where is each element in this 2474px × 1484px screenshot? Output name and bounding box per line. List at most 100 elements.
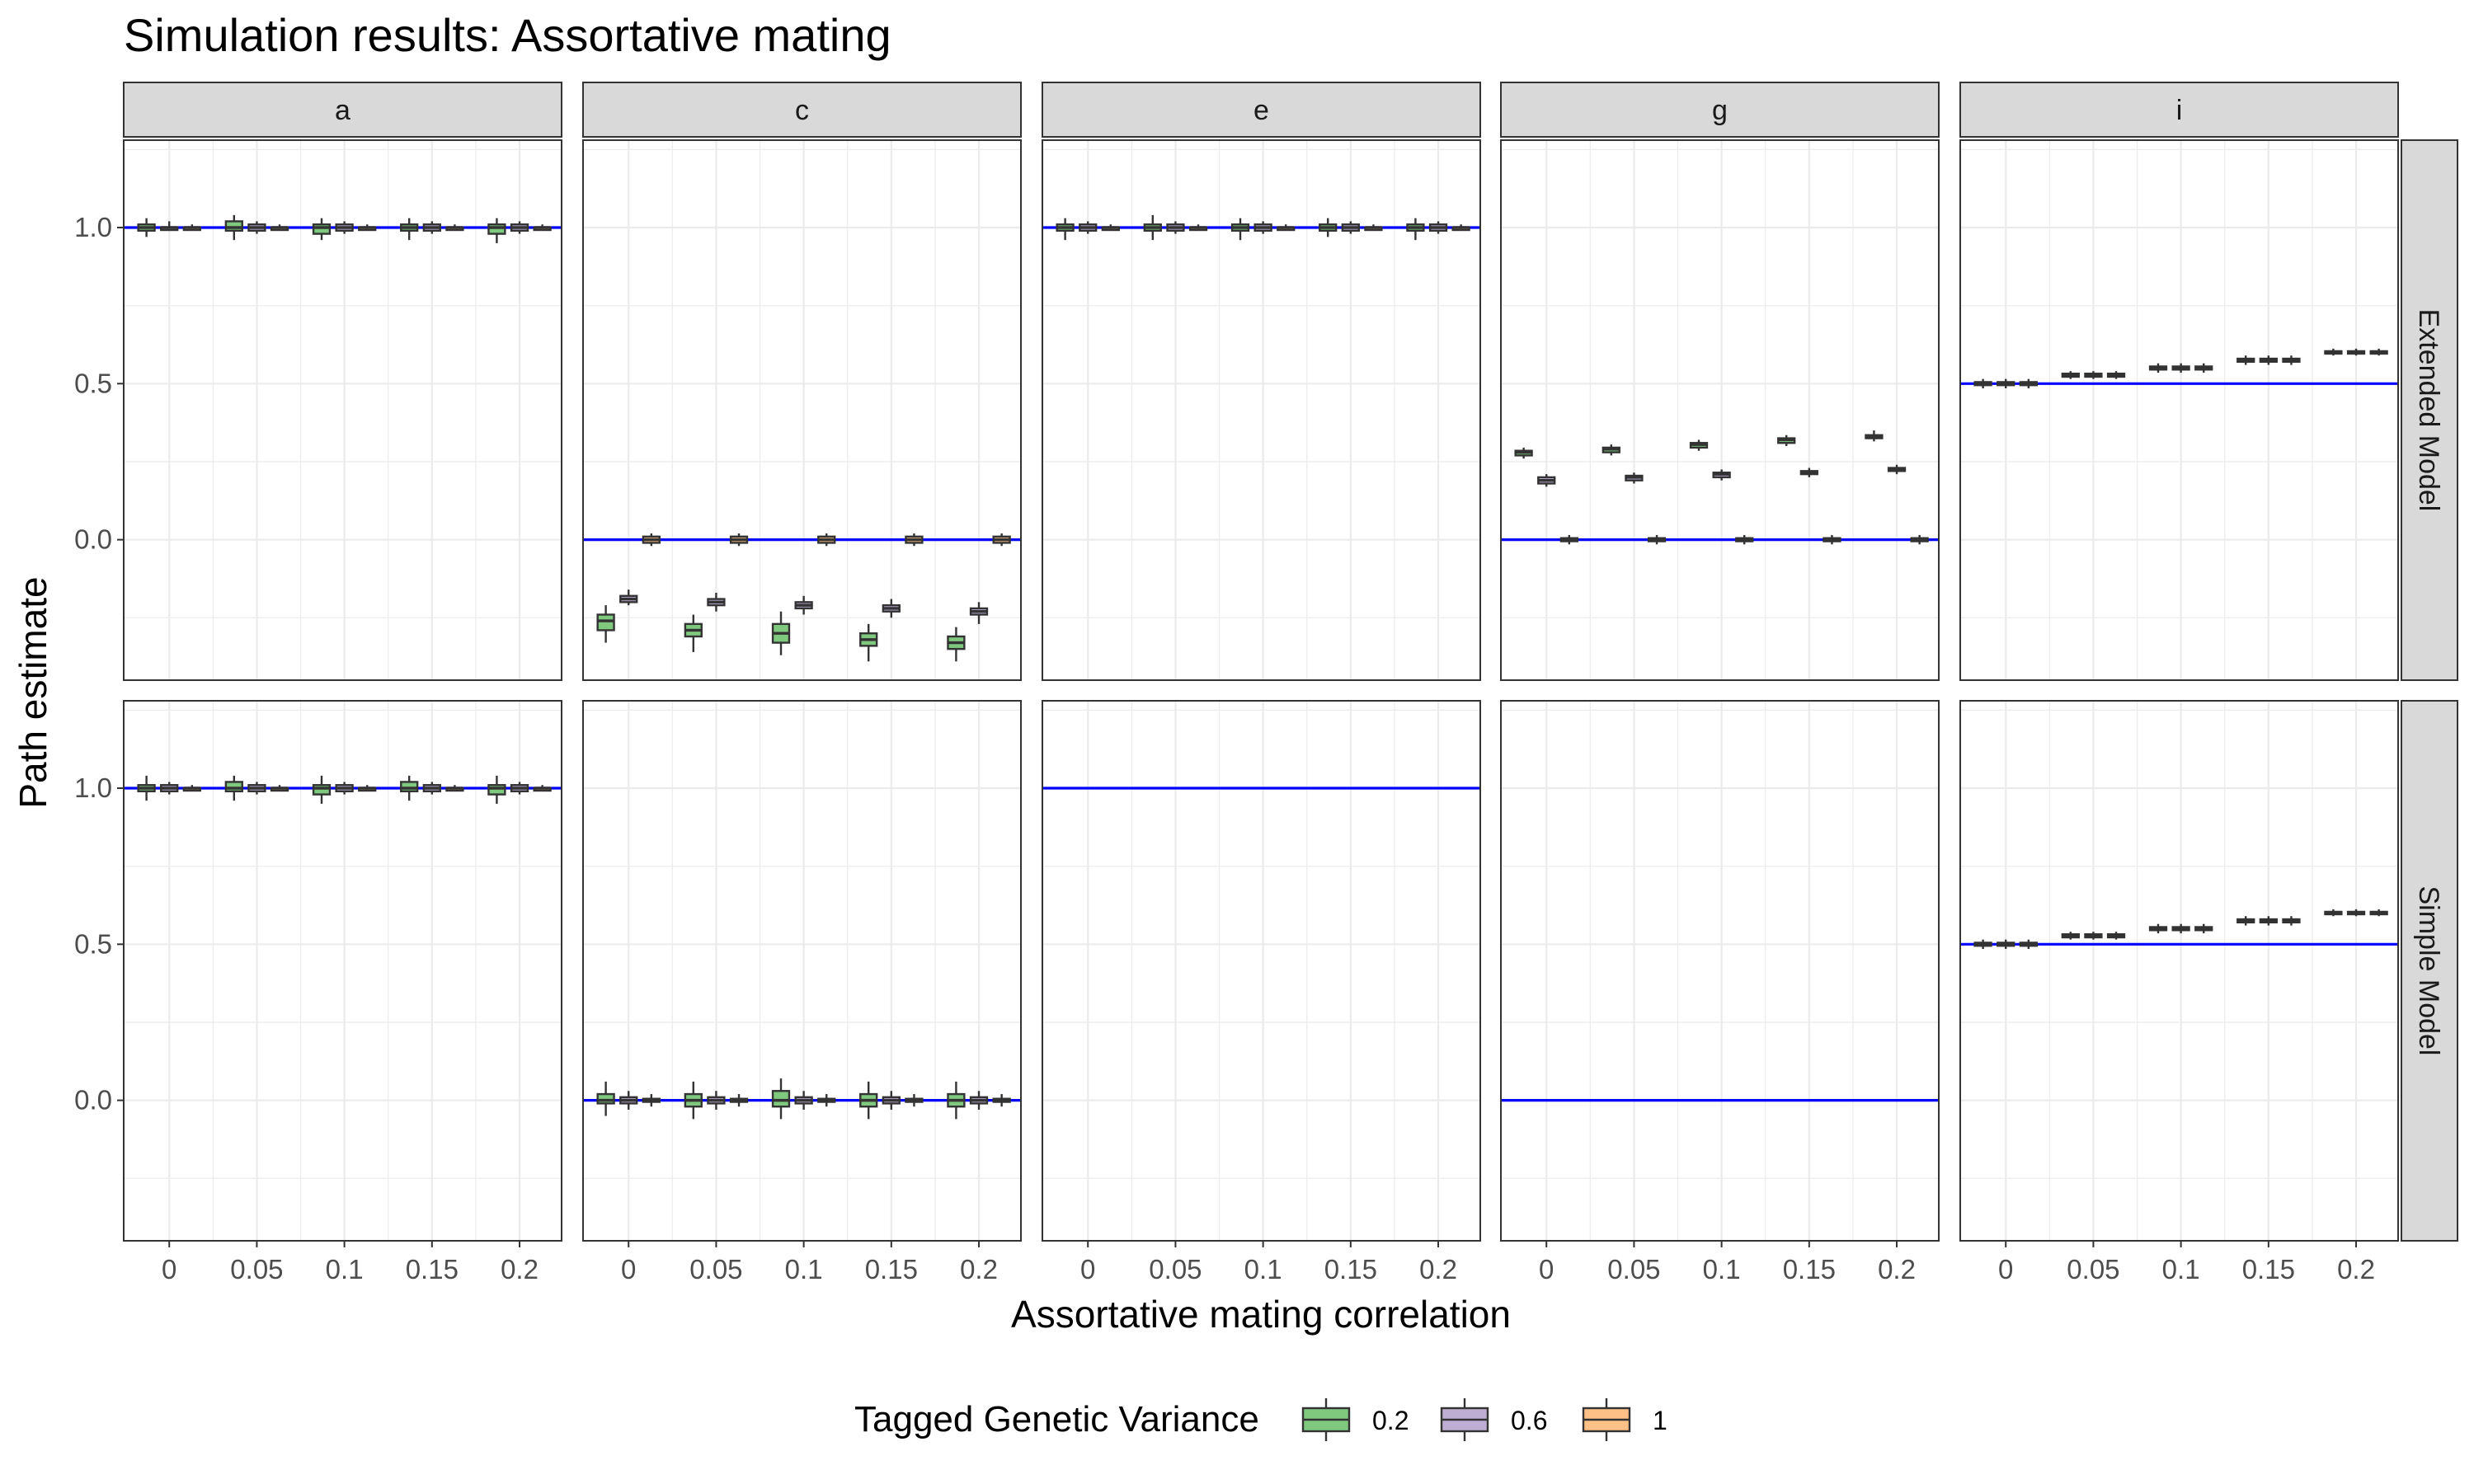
box-0.2-0 bbox=[596, 1081, 615, 1116]
box-1-0 bbox=[182, 785, 201, 792]
box-0.2-0.15 bbox=[1777, 434, 1796, 447]
box-0.6-0.1 bbox=[794, 595, 813, 615]
box-0.2-0.15 bbox=[400, 775, 419, 801]
box-1-0.05 bbox=[270, 785, 289, 792]
box-0.6-0.15 bbox=[1799, 467, 1818, 477]
box-0.2-0.1 bbox=[2148, 363, 2168, 373]
box-0.2-0.2 bbox=[1865, 430, 1884, 442]
box-0.2-0.15 bbox=[859, 1081, 878, 1120]
box-1-0.05 bbox=[270, 224, 289, 232]
box-0.2-0.1 bbox=[2148, 923, 2168, 934]
box-0.6-0.05 bbox=[2084, 932, 2103, 940]
box-0.2-0 bbox=[1514, 447, 1533, 459]
box-0.2-0.05 bbox=[1143, 214, 1162, 241]
box-0.2-0.1 bbox=[1230, 218, 1250, 241]
box-1-0.05 bbox=[1647, 534, 1667, 545]
box-0.6-0.15 bbox=[422, 221, 441, 234]
box-0.6-0.15 bbox=[882, 1091, 901, 1110]
box-1-0.2 bbox=[533, 224, 552, 232]
box-body bbox=[487, 223, 506, 235]
box-body bbox=[224, 220, 243, 232]
box-1-0 bbox=[1559, 534, 1578, 545]
x-tick-label: 0.2 bbox=[501, 1254, 539, 1284]
legend-item-label: 1 bbox=[1653, 1406, 1667, 1435]
x-tick-label: 0.05 bbox=[1149, 1254, 1202, 1284]
box-0.2-0.1 bbox=[312, 218, 332, 241]
box-0.2-0.1 bbox=[1689, 439, 1709, 451]
panel-border bbox=[123, 700, 562, 1242]
box-1-0.15 bbox=[2282, 916, 2301, 926]
box-1-0.15 bbox=[445, 224, 464, 232]
box-0.6-0.15 bbox=[2259, 355, 2278, 365]
box-body bbox=[312, 784, 332, 796]
panel-g-simple-model bbox=[1500, 700, 1940, 1242]
panel-border bbox=[1042, 700, 1481, 1242]
box-1-0.2 bbox=[1910, 534, 1929, 545]
panel-e-extended-model bbox=[1042, 139, 1481, 681]
box-0.6-0 bbox=[1537, 474, 1556, 487]
panel-background bbox=[1501, 140, 1939, 680]
legend-item-label: 0.6 bbox=[1511, 1406, 1547, 1435]
box-0.2-0.2 bbox=[947, 1081, 966, 1120]
box-body bbox=[224, 781, 243, 792]
box-1-0.05 bbox=[1188, 224, 1208, 232]
box-1-0.1 bbox=[817, 1094, 836, 1107]
box-0.2-0.05 bbox=[2061, 371, 2080, 379]
box-0.6-0 bbox=[1997, 939, 2015, 949]
y-tick-label: 0.5 bbox=[74, 928, 112, 959]
panel-a-simple-model bbox=[123, 700, 562, 1242]
x-axis-label: Assortative mating correlation bbox=[1011, 1293, 1511, 1336]
box-1-0.2 bbox=[533, 785, 552, 792]
box-1-0.05 bbox=[729, 1094, 749, 1107]
box-0.6-0.1 bbox=[1712, 469, 1731, 481]
box-1-0 bbox=[182, 224, 201, 232]
legend-title: Tagged Genetic Variance bbox=[854, 1399, 1259, 1439]
x-tick-label: 0.1 bbox=[1244, 1254, 1282, 1284]
x-tick-label: 0.1 bbox=[326, 1254, 364, 1284]
box-0.6-0.1 bbox=[335, 782, 354, 795]
box-0.6-0.2 bbox=[2346, 348, 2366, 356]
panel-border bbox=[1500, 139, 1940, 681]
legend-item-1: 1 bbox=[1582, 1398, 1667, 1441]
box-0.6-0 bbox=[619, 589, 638, 606]
x-tick-label: 0.05 bbox=[689, 1254, 742, 1284]
box-0.2-0 bbox=[1973, 378, 1992, 388]
box-body bbox=[596, 613, 615, 632]
panel-border bbox=[582, 700, 1022, 1242]
panel-border bbox=[1500, 700, 1940, 1242]
x-tick-label: 0.15 bbox=[406, 1254, 459, 1284]
box-1-0.1 bbox=[1277, 224, 1296, 232]
box-1-0.15 bbox=[905, 533, 924, 547]
box-1-0.15 bbox=[445, 785, 464, 792]
box-body bbox=[400, 781, 419, 792]
panel-i-simple-model bbox=[1959, 700, 2399, 1242]
facet-strip-label-i: i bbox=[2176, 95, 2183, 126]
row-strip-label-simple-model: Simple Model bbox=[2413, 886, 2444, 1056]
box-0.6-0.2 bbox=[510, 221, 529, 234]
panel-background bbox=[583, 701, 1021, 1241]
box-0.2-0.2 bbox=[1406, 218, 1425, 241]
box-0.6-0.1 bbox=[335, 221, 354, 234]
box-1-0 bbox=[642, 533, 661, 547]
legend-item-label: 0.2 bbox=[1372, 1406, 1409, 1435]
box-0.6-0.05 bbox=[2084, 371, 2103, 379]
box-0.6-0.05 bbox=[707, 592, 726, 612]
box-0.6-0 bbox=[1079, 221, 1098, 234]
box-0.6-0.2 bbox=[1428, 221, 1448, 234]
box-1-0.15 bbox=[2282, 355, 2301, 365]
panel-background bbox=[1960, 140, 2398, 680]
box-1-0 bbox=[642, 1094, 661, 1107]
facet-strip-label-g: g bbox=[1712, 95, 1728, 126]
box-0.6-0.1 bbox=[2171, 923, 2190, 934]
box-1-0 bbox=[2019, 939, 2038, 949]
box-0.2-0.15 bbox=[2236, 916, 2255, 926]
x-tick-label: 0.1 bbox=[2162, 1254, 2200, 1284]
box-1-0.05 bbox=[729, 533, 749, 547]
box-0.6-0.1 bbox=[794, 1091, 813, 1110]
box-0.2-0 bbox=[137, 775, 156, 801]
box-0.6-0.1 bbox=[1253, 221, 1272, 234]
box-1-0.1 bbox=[1735, 534, 1754, 545]
legend: Tagged Genetic Variance 0.2 0.6 1 bbox=[854, 1398, 1667, 1441]
x-tick-label: 0.05 bbox=[230, 1254, 283, 1284]
